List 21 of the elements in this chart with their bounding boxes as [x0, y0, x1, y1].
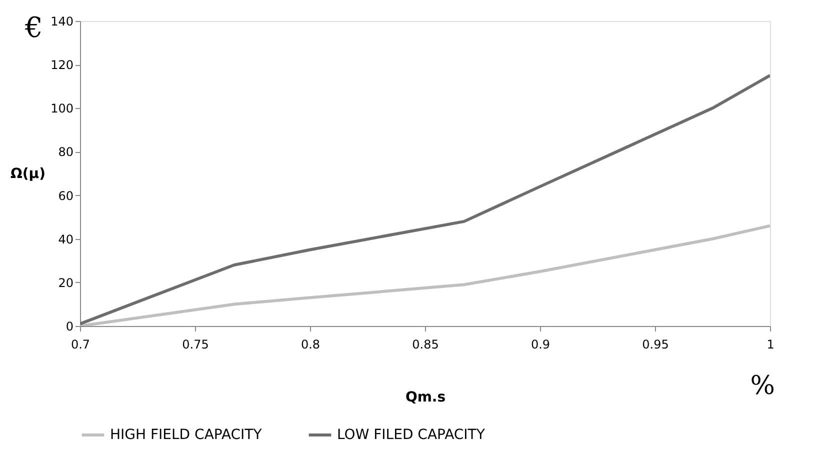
y-tick-label: 120 — [50, 58, 74, 72]
x-tick-label: 1 — [766, 338, 774, 352]
text: € — [24, 11, 43, 44]
y-tick-label: 40 — [58, 232, 74, 246]
y-tick-label: 80 — [58, 145, 74, 160]
x-tick-label: 0.75 — [182, 338, 209, 352]
x-tick-label: 0.85 — [412, 338, 439, 352]
text: % — [750, 371, 775, 401]
y-tick-label: 60 — [58, 188, 74, 203]
legend-label: LOW FILED CAPACITY — [337, 427, 486, 443]
y-tick-label: 140 — [50, 14, 74, 28]
y-tick-label: 20 — [58, 276, 74, 290]
y-tick-label: 0 — [66, 320, 74, 334]
legend-label: HIGH FIELD CAPACITY — [110, 427, 262, 443]
x-tick-label: 0.8 — [300, 338, 320, 352]
x-axis-title: Qm.s — [405, 390, 446, 406]
y-axis-title: Ω(μ) — [10, 166, 46, 182]
x-tick-label: 0.7 — [70, 338, 90, 352]
y-tick-label: 100 — [50, 102, 74, 116]
x-tick-label: 0.9 — [530, 338, 550, 352]
x-tick-label: 0.95 — [642, 338, 669, 352]
